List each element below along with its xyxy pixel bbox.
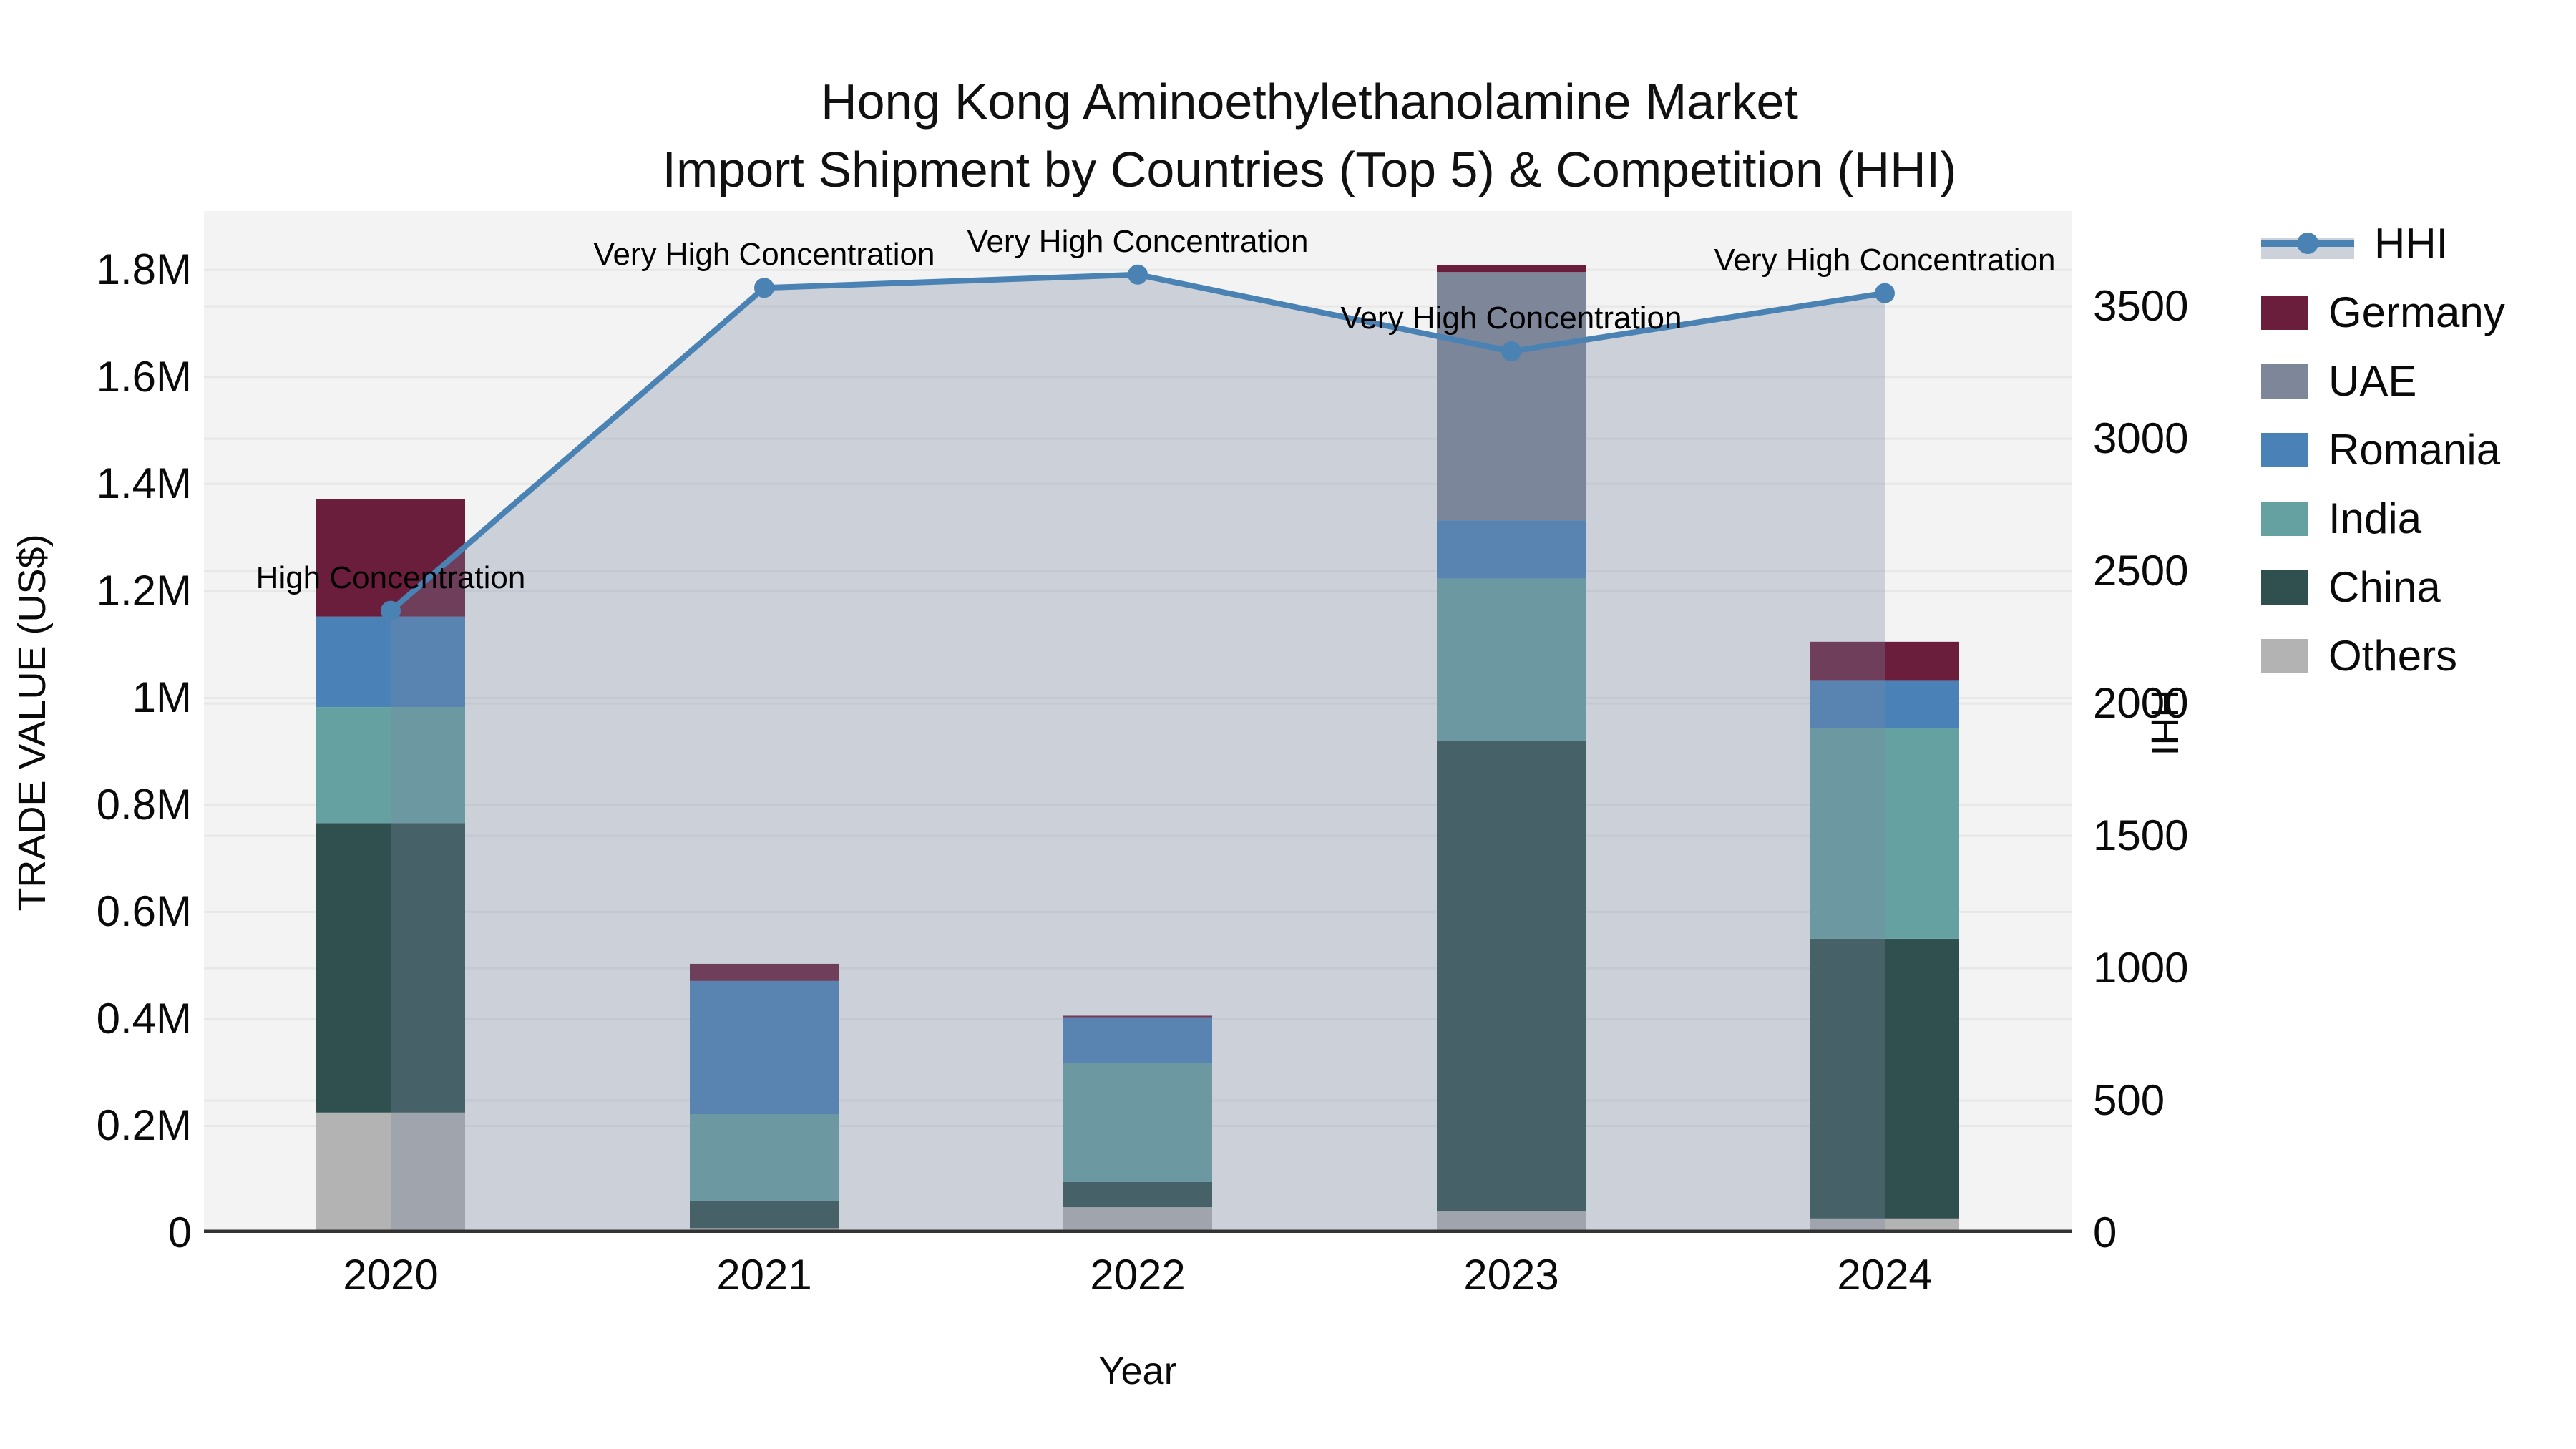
legend-label: China xyxy=(2328,563,2441,611)
bar-segment-others-2022 xyxy=(1063,1207,1212,1233)
y-right-tick-3500: 3500 xyxy=(2093,282,2189,331)
plot-canvas xyxy=(204,264,2072,1233)
annotation-2024: Very High Concentration xyxy=(1714,242,2056,278)
bar-segment-others-2020 xyxy=(316,1112,465,1233)
bar-segment-germany-2024 xyxy=(1810,641,1959,681)
bar-segment-india-2022 xyxy=(1063,1063,1212,1182)
hhi-marker-2020 xyxy=(381,600,401,621)
y-left-tick-0.8M: 0.8M xyxy=(96,780,192,829)
legend-swatch-others xyxy=(2261,639,2308,673)
bar-segment-china-2022 xyxy=(1063,1181,1212,1208)
chart-title-line1: Hong Kong Aminoethylethanolamine Market xyxy=(821,74,1798,130)
bar-segment-germany-2020 xyxy=(316,499,465,617)
y-left-tick-0: 0 xyxy=(167,1209,192,1257)
bar-segment-china-2020 xyxy=(316,823,465,1113)
legend-label: Romania xyxy=(2328,426,2501,474)
x-tick-2024: 2024 xyxy=(1837,1251,1933,1299)
bar-segment-others-2024 xyxy=(1810,1218,1959,1233)
y-right-tick-3000: 3000 xyxy=(2093,414,2189,463)
y-left-tick-0.2M: 0.2M xyxy=(96,1101,192,1150)
bar-segment-china-2024 xyxy=(1810,938,1959,1219)
bar-segment-india-2021 xyxy=(690,1114,839,1201)
bar-segment-china-2021 xyxy=(690,1201,839,1229)
annotation-2023: Very High Concentration xyxy=(1340,301,1682,336)
x-axis-label: Year xyxy=(1098,1350,1177,1392)
legend-item-romania: Romania xyxy=(2261,428,2505,472)
legend-label: Others xyxy=(2328,632,2458,680)
legend-swatch-uae xyxy=(2261,364,2308,399)
legend: HHI Germany UAE Romania India China Others xyxy=(2261,222,2505,678)
bar-segment-china-2023 xyxy=(1437,741,1586,1212)
hhi-marker-2022 xyxy=(1128,264,1148,285)
annotation-2021: Very High Concentration xyxy=(593,237,935,273)
bar-segment-germany-2022 xyxy=(1063,1015,1212,1018)
bar-segment-india-2020 xyxy=(316,707,465,824)
x-tick-2023: 2023 xyxy=(1463,1251,1559,1299)
x-tick-2020: 2020 xyxy=(343,1251,439,1299)
legend-swatch-romania xyxy=(2261,433,2308,467)
y-right-tick-0: 0 xyxy=(2093,1209,2117,1257)
annotation-2022: Very High Concentration xyxy=(967,223,1309,259)
y-axis-right-label: HHI xyxy=(2143,689,2186,756)
x-tick-2021: 2021 xyxy=(716,1251,812,1299)
legend-item-hhi: HHI xyxy=(2261,222,2505,266)
bar-segment-india-2024 xyxy=(1810,728,1959,939)
hhi-line-marker-icon xyxy=(2261,222,2354,266)
chart-title: Hong Kong Aminoethylethanolamine Market … xyxy=(663,68,1957,204)
bar-segment-romania-2024 xyxy=(1810,680,1959,728)
legend-item-china: China xyxy=(2261,565,2505,610)
bar-segment-germany-2021 xyxy=(690,963,839,981)
bar-segment-romania-2023 xyxy=(1437,520,1586,579)
legend-label: UAE xyxy=(2328,357,2417,405)
legend-item-germany: Germany xyxy=(2261,291,2505,335)
legend-label: India xyxy=(2328,494,2422,542)
legend-label: HHI xyxy=(2374,220,2449,268)
bar-segment-romania-2022 xyxy=(1063,1017,1212,1063)
bar-segment-romania-2021 xyxy=(690,980,839,1115)
y-left-tick-1.6M: 1.6M xyxy=(96,352,192,401)
y-left-tick-1.2M: 1.2M xyxy=(96,566,192,615)
legend-swatch-china xyxy=(2261,570,2308,605)
bar-segment-romania-2020 xyxy=(316,616,465,708)
y-left-tick-1.4M: 1.4M xyxy=(96,459,192,508)
bar-segment-india-2023 xyxy=(1437,578,1586,741)
y-right-tick-2500: 2500 xyxy=(2093,547,2189,595)
bar-segment-others-2023 xyxy=(1437,1211,1586,1233)
y-left-tick-1.8M: 1.8M xyxy=(96,245,192,294)
y-right-tick-1500: 1500 xyxy=(2093,811,2189,860)
y-left-tick-1M: 1M xyxy=(132,673,192,722)
chart-title-line2: Import Shipment by Countries (Top 5) & C… xyxy=(662,142,1957,197)
hhi-marker-2021 xyxy=(754,278,774,298)
legend-label: Germany xyxy=(2328,288,2505,336)
annotation-2020: High Concentration xyxy=(255,560,526,595)
hhi-marker-2023 xyxy=(1501,341,1521,362)
y-left-tick-0.6M: 0.6M xyxy=(96,887,192,936)
y-left-tick-0.4M: 0.4M xyxy=(96,994,192,1043)
y-right-tick-500: 500 xyxy=(2093,1076,2165,1125)
bar-segment-uae-2023 xyxy=(1437,272,1586,521)
y-axis-left-label: TRADE VALUE (US$) xyxy=(11,534,54,912)
legend-swatch-india xyxy=(2261,502,2308,536)
x-tick-2022: 2022 xyxy=(1090,1251,1186,1299)
legend-swatch-germany xyxy=(2261,296,2308,330)
legend-item-others: Others xyxy=(2261,634,2505,678)
legend-item-india: India xyxy=(2261,497,2505,541)
bar-segment-germany-2023 xyxy=(1437,265,1586,273)
y-right-tick-1000: 1000 xyxy=(2093,944,2189,992)
legend-item-uae: UAE xyxy=(2261,359,2505,404)
hhi-marker-2024 xyxy=(1875,283,1895,303)
y-right-tick-2000: 2000 xyxy=(2093,679,2189,728)
hhi-area-fill xyxy=(391,274,1885,1233)
